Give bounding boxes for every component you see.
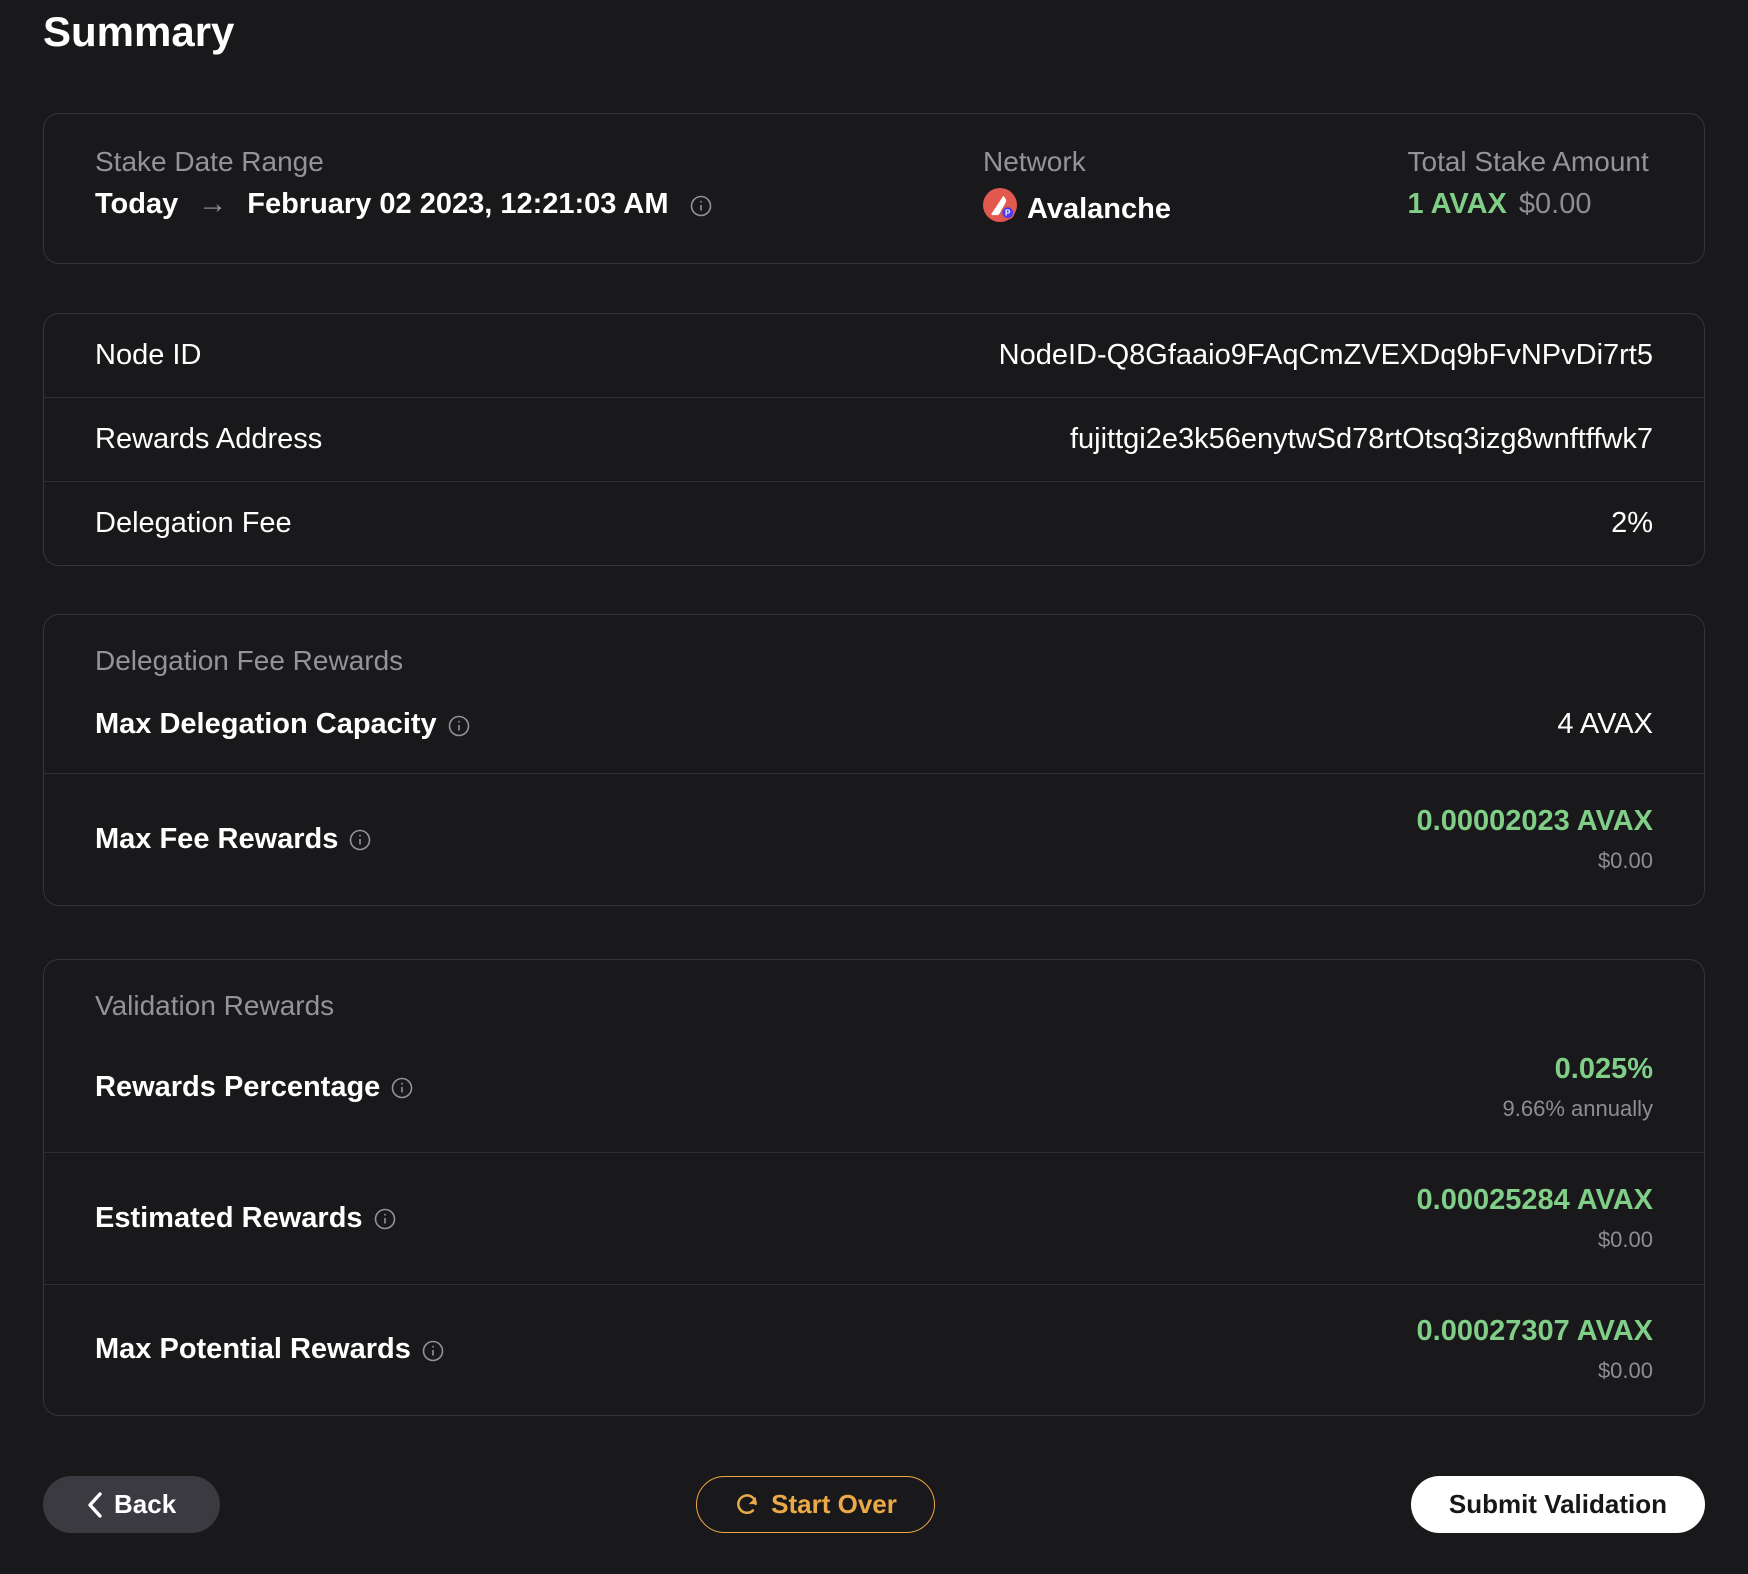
svg-text:P: P xyxy=(1005,209,1011,218)
